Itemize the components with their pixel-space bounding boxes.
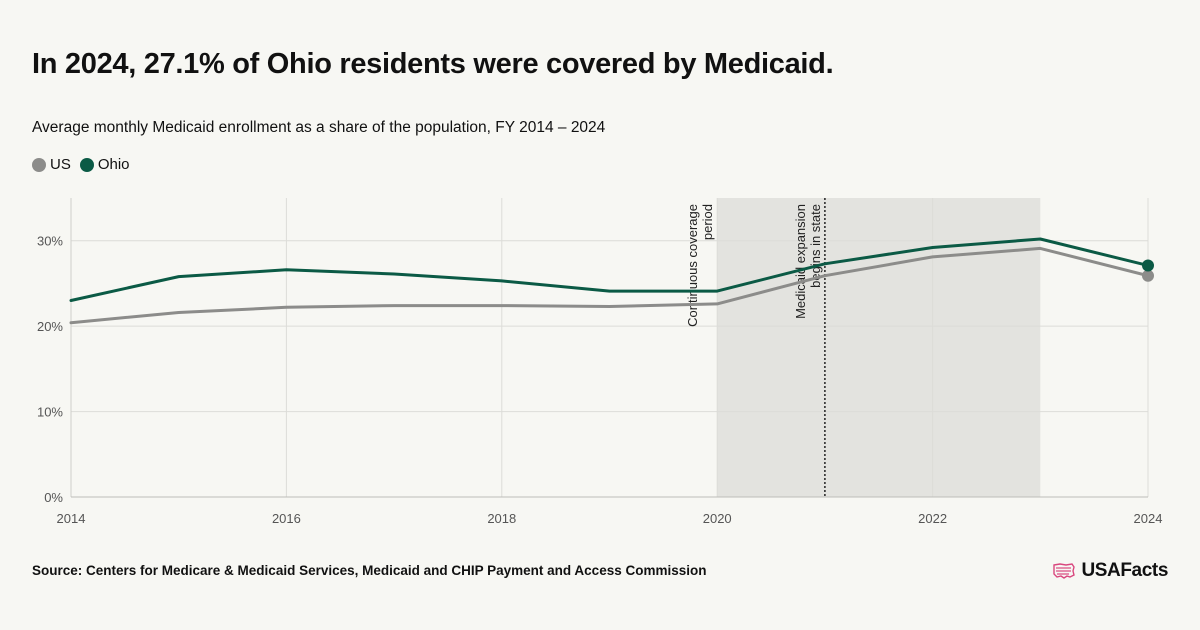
end-point-ohio (1142, 259, 1154, 272)
y-tick-label: 10% (37, 405, 63, 420)
continuous-coverage-label-line: Continuous coverage (685, 204, 700, 327)
us-map-flag-icon (1053, 563, 1076, 579)
continuous-coverage-label-line: period (700, 204, 715, 240)
shaded-region-continuous-coverage (717, 198, 1041, 497)
legend-label-us: US (50, 156, 71, 173)
x-tick-label: 2018 (487, 511, 516, 526)
chart-title: In 2024, 27.1% of Ohio residents were co… (32, 48, 834, 80)
x-tick-label: 2014 (57, 511, 86, 526)
x-tick-label: 2020 (703, 511, 732, 526)
y-tick-label: 0% (44, 490, 63, 505)
continuous-coverage-label: Continuous coverage period (685, 204, 715, 327)
medicaid-expansion-label-line: Medicaid expansion (793, 204, 808, 319)
legend-item-ohio: Ohio (79, 156, 130, 173)
y-tick-label: 30% (37, 234, 63, 249)
end-point-us (1142, 269, 1154, 282)
chart-subtitle: Average monthly Medicaid enrollment as a… (32, 119, 606, 136)
legend-swatch-ohio (79, 157, 94, 172)
y-tick-label: 20% (37, 319, 63, 334)
logo-text: USAFacts (1081, 560, 1168, 581)
x-tick-label: 2022 (918, 511, 947, 526)
x-tick-label: 2024 (1134, 511, 1163, 526)
legend: US Ohio (32, 156, 139, 173)
legend-label-ohio: Ohio (97, 156, 130, 173)
source-note: Source: Centers for Medicare & Medicaid … (32, 563, 707, 578)
legend-swatch-us (32, 157, 46, 172)
legend-item-us: US (32, 156, 71, 173)
x-tick-label: 2016 (272, 511, 301, 526)
series-line-ohio (69, 237, 1150, 302)
usafacts-logo: USAFacts (1052, 560, 1168, 582)
series-line-us (69, 246, 1150, 325)
